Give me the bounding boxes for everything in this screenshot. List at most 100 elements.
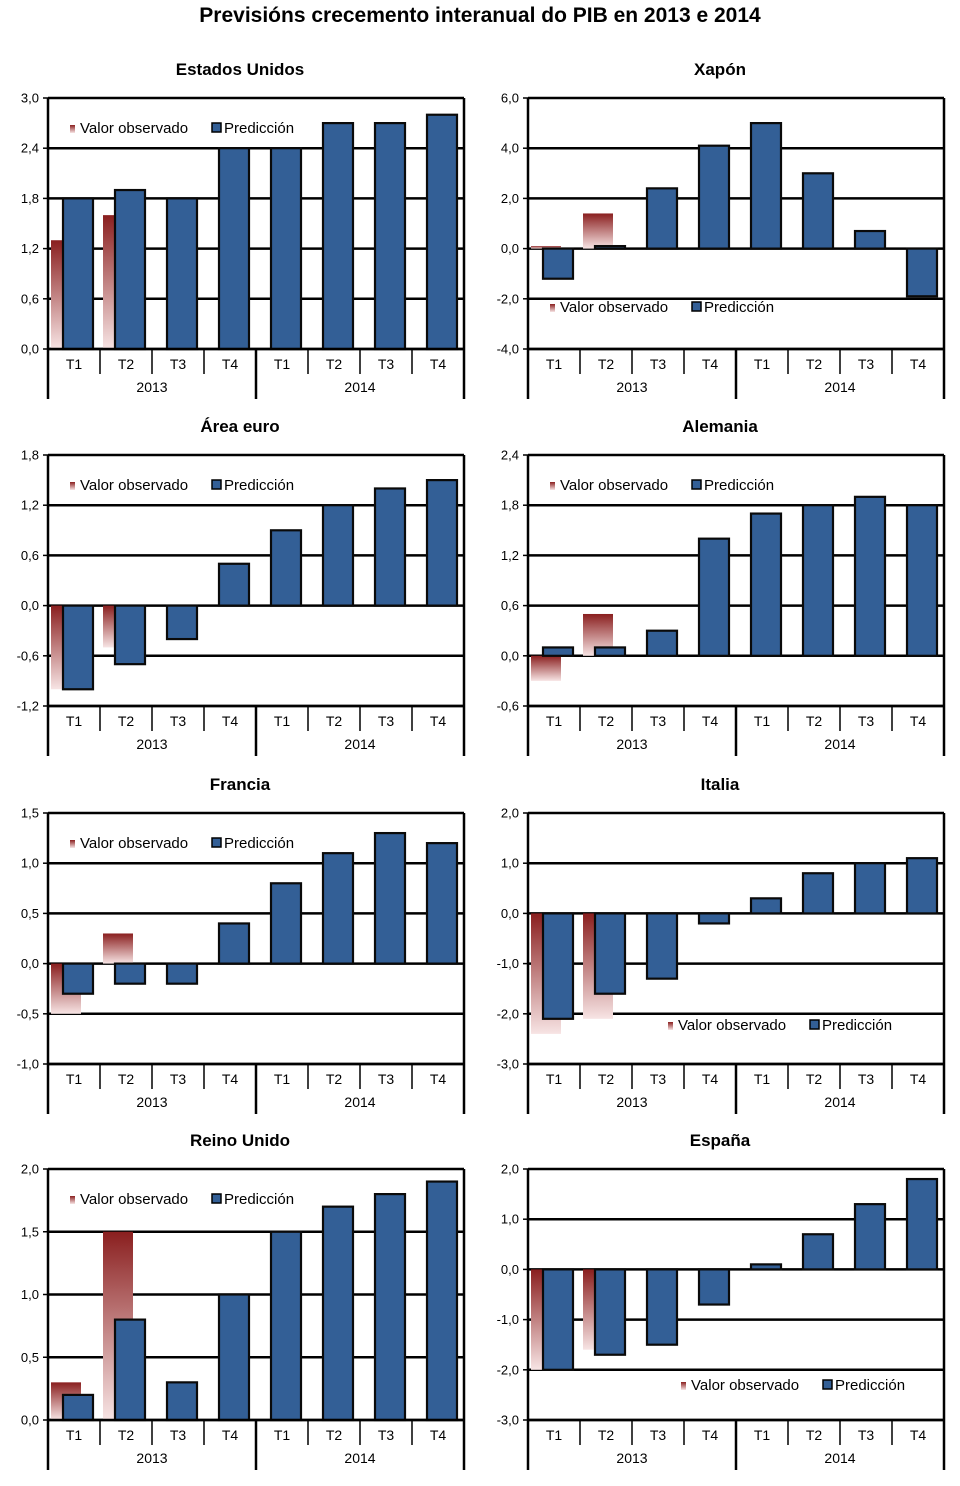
- y-tick-label: 1,2: [21, 498, 39, 513]
- category-label: T3: [650, 1427, 667, 1443]
- y-tick-label: 0,0: [21, 956, 39, 971]
- category-label: T1: [66, 1071, 83, 1087]
- category-label: T4: [430, 713, 447, 729]
- forecast-bar: [801, 172, 835, 250]
- y-tick-label: 2,0: [501, 806, 519, 821]
- y-tick-label: -4,0: [497, 342, 519, 357]
- chart-title: Francia: [210, 775, 271, 794]
- year-label: 2013: [616, 736, 647, 752]
- forecast-bar: [749, 512, 783, 657]
- legend-swatch-forecast: [211, 1193, 222, 1204]
- category-label: T2: [326, 713, 343, 729]
- y-tick-label: 1,2: [21, 241, 39, 256]
- y-tick-label: 2,4: [21, 141, 39, 156]
- forecast-bar: [61, 962, 95, 995]
- forecast-bar: [373, 121, 407, 351]
- legend-label-observed: Valor observado: [80, 477, 188, 494]
- chart-title: Estados Unidos: [176, 60, 304, 79]
- legend-label-observed: Valor observado: [678, 1017, 786, 1034]
- chart-title: Área euro: [200, 417, 279, 436]
- y-tick-label: -2,0: [497, 291, 519, 306]
- year-label: 2014: [824, 736, 855, 752]
- y-tick-label: -0,6: [497, 699, 519, 714]
- y-tick-label: 1,8: [21, 448, 39, 463]
- forecast-bar: [541, 912, 575, 1020]
- category-label: T3: [650, 713, 667, 729]
- y-tick-label: 1,8: [21, 191, 39, 206]
- legend-swatch-observed: [681, 1382, 686, 1390]
- category-label: T1: [66, 713, 83, 729]
- forecast-bar: [61, 604, 95, 691]
- y-tick-label: 0,6: [21, 548, 39, 563]
- category-label: T3: [378, 1427, 395, 1443]
- y-tick-label: 1,5: [21, 1224, 39, 1239]
- forecast-bar: [645, 187, 679, 250]
- category-label: T2: [598, 1071, 615, 1087]
- year-label: 2014: [344, 736, 375, 752]
- forecast-bar: [373, 831, 407, 965]
- forecast-bar: [593, 912, 627, 995]
- category-label: T4: [430, 1427, 447, 1443]
- forecast-bar: [321, 852, 355, 965]
- forecast-bar: [541, 1268, 575, 1371]
- category-label: T1: [274, 356, 291, 372]
- forecast-bar: [321, 121, 355, 351]
- y-tick-label: 0,6: [501, 598, 519, 613]
- forecast-bar: [165, 962, 199, 985]
- y-tick-label: -3,0: [497, 1057, 519, 1072]
- page-title: Previsións crecemento interanual do PIB …: [199, 4, 761, 27]
- observed-bar: [103, 933, 133, 964]
- category-label: T1: [754, 1071, 771, 1087]
- legend: Valor observado Predicción: [70, 835, 294, 852]
- category-label: T1: [274, 1071, 291, 1087]
- forecast-bar: [217, 922, 251, 965]
- legend: Valor observado Predicción: [668, 1017, 892, 1034]
- forecast-bar: [425, 478, 459, 607]
- forecast-bar: [61, 1393, 95, 1422]
- chart-title: Italia: [701, 775, 740, 794]
- legend-label-forecast: Predicción: [224, 1191, 294, 1208]
- legend-label-observed: Valor observado: [80, 1191, 188, 1208]
- forecast-bar: [697, 912, 731, 925]
- category-label: T2: [806, 713, 823, 729]
- forecast-bar: [425, 842, 459, 965]
- chart-panel-3: Alemania -0,6 0,0 0,6 1,2 1,8 2,4 T1 T2 T3 T4 T1 T2 T…: [480, 412, 960, 769]
- y-tick-label: -0,6: [17, 648, 39, 663]
- forecast-bar: [373, 487, 407, 607]
- y-tick-label: 0,0: [501, 906, 519, 921]
- forecast-bar: [593, 1268, 627, 1356]
- forecast-bar: [905, 1177, 939, 1271]
- y-tick-label: 1,0: [501, 856, 519, 871]
- category-label: T2: [806, 1427, 823, 1443]
- legend-label-forecast: Predicción: [224, 477, 294, 494]
- category-label: T3: [650, 356, 667, 372]
- forecast-bar: [373, 1192, 407, 1422]
- legend-label-observed: Valor observado: [80, 835, 188, 852]
- y-tick-label: -2,0: [497, 1006, 519, 1021]
- year-label: 2014: [824, 1450, 855, 1466]
- category-label: T4: [430, 1071, 447, 1087]
- legend-label-forecast: Predicción: [704, 299, 774, 316]
- category-label: T1: [66, 1427, 83, 1443]
- category-label: T4: [910, 356, 927, 372]
- forecast-bar: [425, 1180, 459, 1422]
- y-tick-label: 2,0: [501, 1162, 519, 1177]
- forecast-bar: [541, 646, 575, 657]
- y-tick-label: -1,0: [497, 956, 519, 971]
- category-label: T1: [274, 1427, 291, 1443]
- category-label: T3: [858, 1071, 875, 1087]
- forecast-bar: [541, 247, 575, 280]
- y-tick-label: 0,5: [21, 906, 39, 921]
- category-label: T4: [222, 713, 239, 729]
- chart-panel-4: Francia -1,0 -0,5 0,0 0,5 1,0 1,5 T1 T2 T3 T4 T1 T2 T…: [0, 770, 480, 1127]
- category-label: T1: [754, 713, 771, 729]
- forecast-bar: [113, 604, 147, 666]
- category-label: T4: [910, 1427, 927, 1443]
- y-tick-label: 0,0: [21, 1413, 39, 1428]
- y-tick-label: 3,0: [21, 91, 39, 106]
- category-label: T1: [546, 1071, 563, 1087]
- forecast-bar: [593, 646, 627, 657]
- category-label: T3: [858, 1427, 875, 1443]
- forecast-bar: [269, 1230, 303, 1422]
